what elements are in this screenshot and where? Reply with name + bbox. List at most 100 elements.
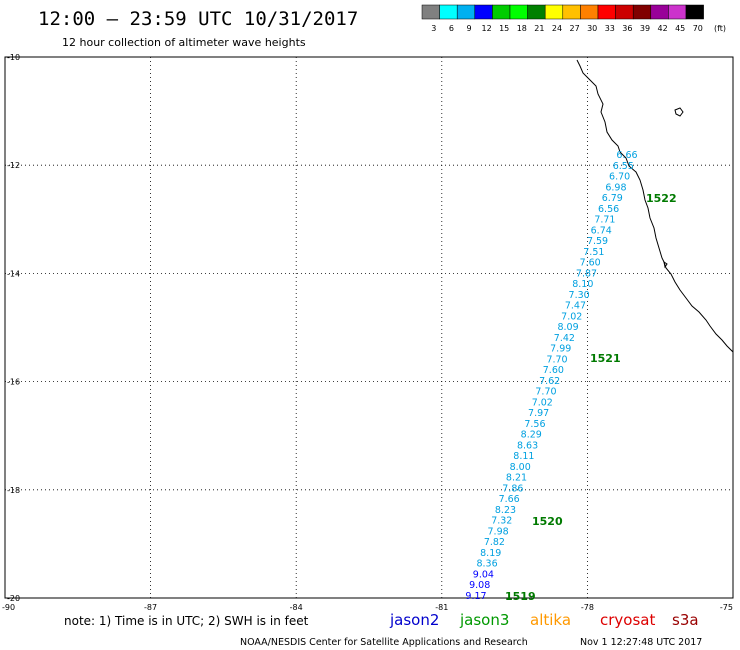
legend-swatch [544, 4, 564, 20]
swh-value-label: 8.11 [513, 451, 534, 462]
pass-time-label: 1522 [646, 192, 677, 205]
swh-value-label: 6.74 [591, 225, 612, 236]
swh-value-label: 7.59 [587, 236, 608, 247]
legend-swatch [439, 4, 458, 20]
lon-tick-label: -81 [435, 603, 448, 612]
legend-unit: (ft) [714, 24, 726, 33]
timestamp-text: Nov 1 12:27:48 UTC 2017 [580, 637, 702, 648]
lon-tick-label: -87 [144, 603, 157, 612]
footer-note: note: 1) Time is in UTC; 2) SWH is in fe… [64, 614, 309, 628]
legend-label: 36 [622, 24, 632, 33]
satellite-legend: jason2 jason3 altika cryosat s3a [389, 611, 699, 629]
small-island [663, 260, 668, 269]
legend-label: 24 [552, 24, 562, 33]
swh-value-label: 6.56 [598, 204, 619, 215]
legend-swatch [685, 4, 704, 20]
swh-value-label: 7.60 [543, 365, 564, 376]
page-title: 12:00 – 23:59 UTC 10/31/2017 [38, 8, 358, 30]
legend-label: 6 [449, 24, 454, 33]
legend-swatch [474, 4, 493, 20]
satellite-name-cryosat: cryosat [600, 611, 655, 629]
swh-value-label: 9.04 [473, 569, 494, 580]
lon-tick-label: -78 [581, 603, 594, 612]
swh-value-label: 9.17 [465, 591, 486, 602]
map-frame [4, 56, 734, 599]
legend-label: 70 [693, 24, 703, 33]
legend-swatch [509, 4, 528, 20]
swh-value-label: 7.47 [565, 301, 586, 312]
legend-label: 33 [605, 24, 615, 33]
legend-label: 9 [466, 24, 471, 33]
legend-label: 18 [517, 24, 527, 33]
legend-swatch [580, 4, 599, 20]
legend-label: 30 [587, 24, 597, 33]
island [674, 107, 684, 117]
swh-value-label: 6.55 [613, 161, 634, 172]
legend-label: 15 [499, 24, 509, 33]
lat-tick-label: -10 [7, 53, 20, 62]
legend-label: 21 [534, 24, 544, 33]
lon-tick-label: -75 [720, 603, 733, 612]
pass-time-label: 1519 [505, 590, 536, 603]
satellite-name-altika: altika [530, 611, 571, 629]
swh-value-label: 8.23 [495, 505, 516, 516]
legend-label: 3 [431, 24, 436, 33]
coastline [576, 59, 734, 353]
swh-value-label: 8.19 [480, 548, 501, 559]
satellite-name-s3a: s3a [672, 611, 699, 629]
satellite-track: 6.666.556.706.986.796.567.716.747.597.51… [465, 150, 637, 602]
pass-time-label: 1521 [590, 352, 621, 365]
map-panel: -10 -12 -14 -16 -18 -90 -87 -84 -81 -78 -75 -20 6.6… [2, 53, 734, 612]
swh-value-label: 7.60 [580, 258, 601, 269]
swh-value-label: 8.29 [521, 430, 542, 441]
color-scale-legend: 3 6 9 12 15 18 21 24 27 30 33 36 39 42 45 70 [421, 4, 704, 33]
swh-value-label: 7.42 [554, 333, 575, 344]
legend-label: 39 [640, 24, 650, 33]
legend-swatch [562, 4, 581, 20]
lon-tick-label: -90 [2, 603, 15, 612]
swh-value-label: 7.82 [484, 537, 505, 548]
legend-swatch [650, 4, 669, 20]
swh-value-label: 7.70 [546, 354, 567, 365]
satellite-name-jason2: jason2 [389, 611, 439, 629]
legend-swatch [492, 4, 511, 20]
swh-value-label: 7.71 [594, 215, 615, 226]
lat-tick-label: -20 [7, 594, 20, 603]
swh-value-label: 7.30 [569, 290, 590, 301]
page-subtitle: 12 hour collection of altimeter wave hei… [62, 36, 306, 49]
swh-value-label: 8.10 [572, 279, 593, 290]
legend-swatch [615, 4, 634, 20]
swh-value-label: 7.70 [535, 387, 556, 398]
swh-value-label: 7.56 [524, 419, 545, 430]
pass-time-labels: 1522 1521 1520 1519 [505, 192, 677, 603]
legend-swatch [668, 4, 687, 20]
swh-value-label: 7.62 [539, 376, 560, 387]
lat-tick-label: -16 [7, 378, 20, 387]
legend-swatch [527, 4, 546, 20]
axis-tick-labels: -10 -12 -14 -16 -18 -90 -87 -84 -81 -78 -75 -20 [2, 53, 733, 612]
credit-text: NOAA/NESDIS Center for Satellite Applica… [240, 637, 528, 648]
swh-value-label: 9.08 [469, 580, 490, 591]
swh-value-label: 7.66 [499, 494, 520, 505]
swh-value-label: 8.63 [517, 440, 538, 451]
swh-value-label: 7.97 [528, 408, 549, 419]
swh-value-label: 6.79 [602, 193, 623, 204]
legend-swatch [632, 4, 652, 20]
lat-tick-label: -18 [7, 486, 20, 495]
graticule [5, 57, 733, 598]
swh-value-label: 7.98 [488, 526, 509, 537]
swh-value-label: 7.87 [576, 268, 597, 279]
pass-time-label: 1520 [532, 515, 563, 528]
legend-label: 42 [658, 24, 668, 33]
swh-value-label: 7.51 [583, 247, 604, 258]
swh-value-label: 8.36 [476, 559, 497, 570]
swh-value-label: 7.99 [550, 344, 571, 355]
swh-value-label: 8.09 [557, 322, 578, 333]
legend-swatch [456, 4, 476, 20]
swh-value-label: 6.70 [609, 172, 630, 183]
legend-label: 45 [675, 24, 685, 33]
legend-swatch [421, 4, 440, 20]
satellite-name-jason3: jason3 [459, 611, 509, 629]
swh-value-label: 8.21 [506, 473, 527, 484]
